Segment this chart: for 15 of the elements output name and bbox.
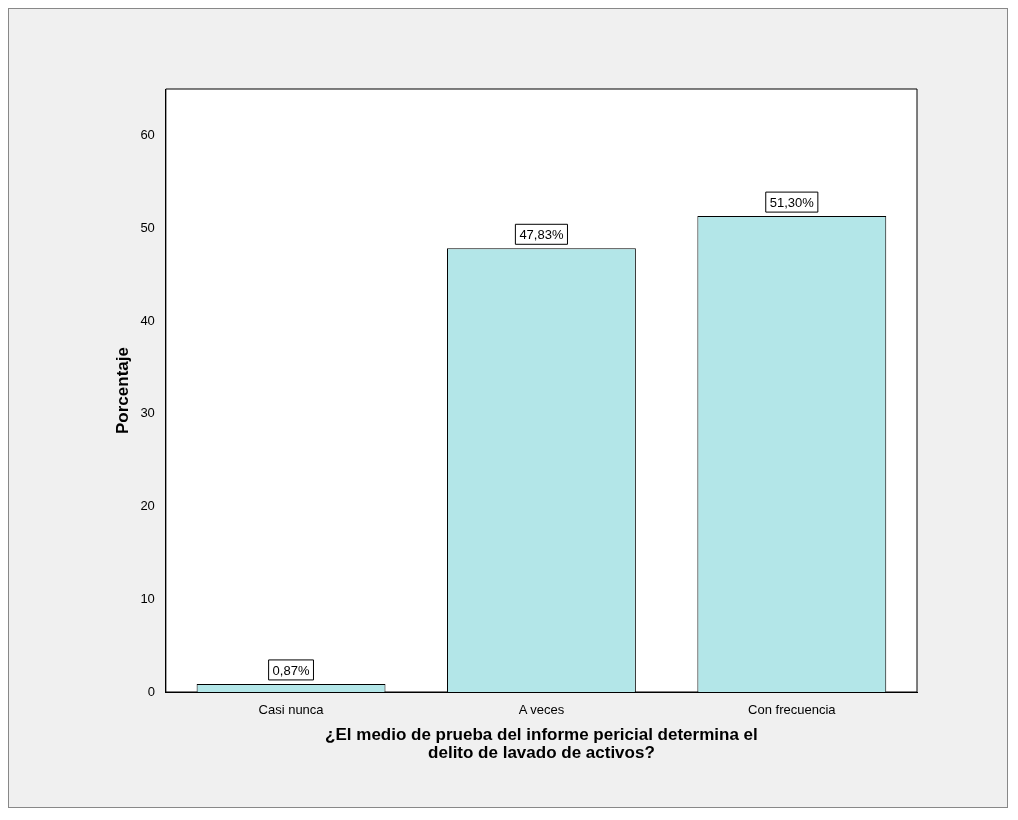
x-axis-title: ¿El medio de prueba del informe pericial determina el delito de lavado de activos? [325, 724, 758, 763]
y-axis-title: Porcentaje [112, 347, 132, 434]
data-label: 51,30% [769, 194, 815, 210]
y-tick-label: 0 [147, 683, 155, 699]
y-tick-label: 40 [140, 312, 155, 328]
x-tick-label: A veces [518, 702, 565, 718]
x-tick-label: Casi nunca [258, 702, 325, 718]
y-tick-label: 20 [140, 498, 155, 514]
x-tick-label: Con frecuencia [748, 702, 837, 718]
y-tick-label: 10 [140, 590, 155, 606]
y-tick-label: 60 [140, 126, 155, 142]
y-tick-label: 30 [140, 405, 155, 421]
data-label: 0,87% [272, 662, 310, 678]
y-tick-label: 50 [140, 219, 155, 235]
data-label: 47,83% [519, 226, 564, 242]
